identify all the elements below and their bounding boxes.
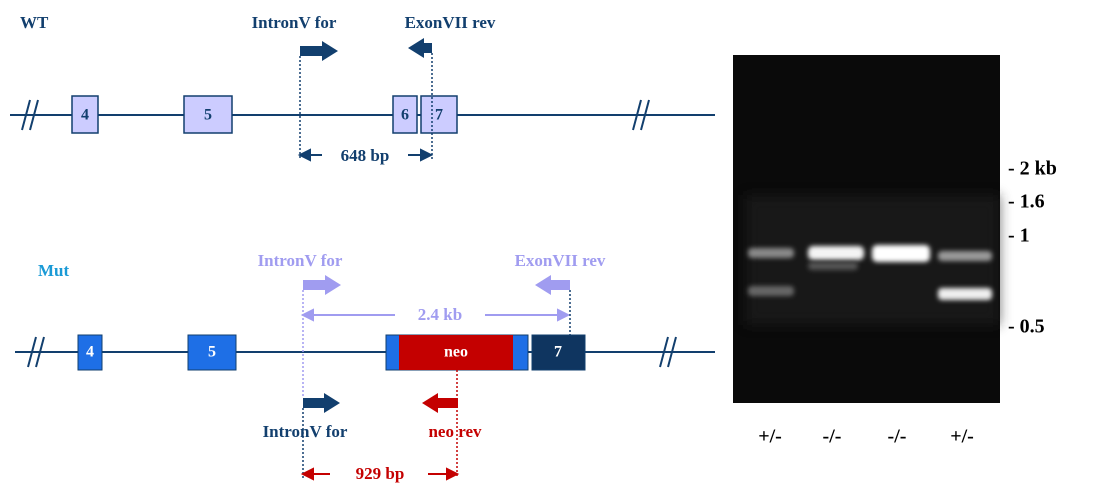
primer-arrow (408, 38, 432, 58)
primer-arrow (422, 393, 458, 413)
exon-label: neo (444, 344, 468, 361)
primer-arrow (303, 275, 341, 295)
marker-label: - 1.6 (1008, 191, 1045, 213)
exon-label: 4 (81, 107, 89, 124)
exon-label: 7 (435, 107, 443, 124)
exon-label: 5 (204, 107, 212, 124)
primer-label: IntronV for (263, 422, 348, 441)
primer-label: ExonVII rev (405, 13, 496, 32)
wt-label: WT (20, 13, 49, 32)
marker-label: - 1 (1008, 225, 1030, 247)
exon-label: 7 (554, 344, 562, 361)
exon-label: 4 (86, 344, 94, 361)
mut-label: Mut (38, 261, 70, 280)
primer-label: IntronV for (258, 251, 343, 270)
primer-arrow (300, 41, 338, 61)
primer-label: IntronV for (252, 13, 337, 32)
span-size: 2.4 kb (418, 305, 462, 324)
lane-label: +/- (950, 426, 974, 448)
gel-bands (745, 195, 1000, 325)
lane-label: -/- (888, 426, 907, 448)
exon-label: 6 (401, 107, 409, 124)
figure: WT 4 5 6 7 IntronV for ExonVII rev 648 b… (0, 0, 1102, 486)
primer-arrow (535, 275, 570, 295)
primer-label: ExonVII rev (515, 251, 606, 270)
marker-label: - 2 kb (1008, 158, 1057, 180)
primer-label: neo rev (428, 422, 482, 441)
lane-label: +/- (758, 426, 782, 448)
primer-arrow (303, 393, 340, 413)
product-size: 929 bp (356, 464, 405, 483)
marker-label: - 0.5 (1008, 316, 1045, 338)
exon-label: 5 (208, 344, 216, 361)
product-size: 648 bp (341, 146, 390, 165)
lane-label: -/- (823, 426, 842, 448)
